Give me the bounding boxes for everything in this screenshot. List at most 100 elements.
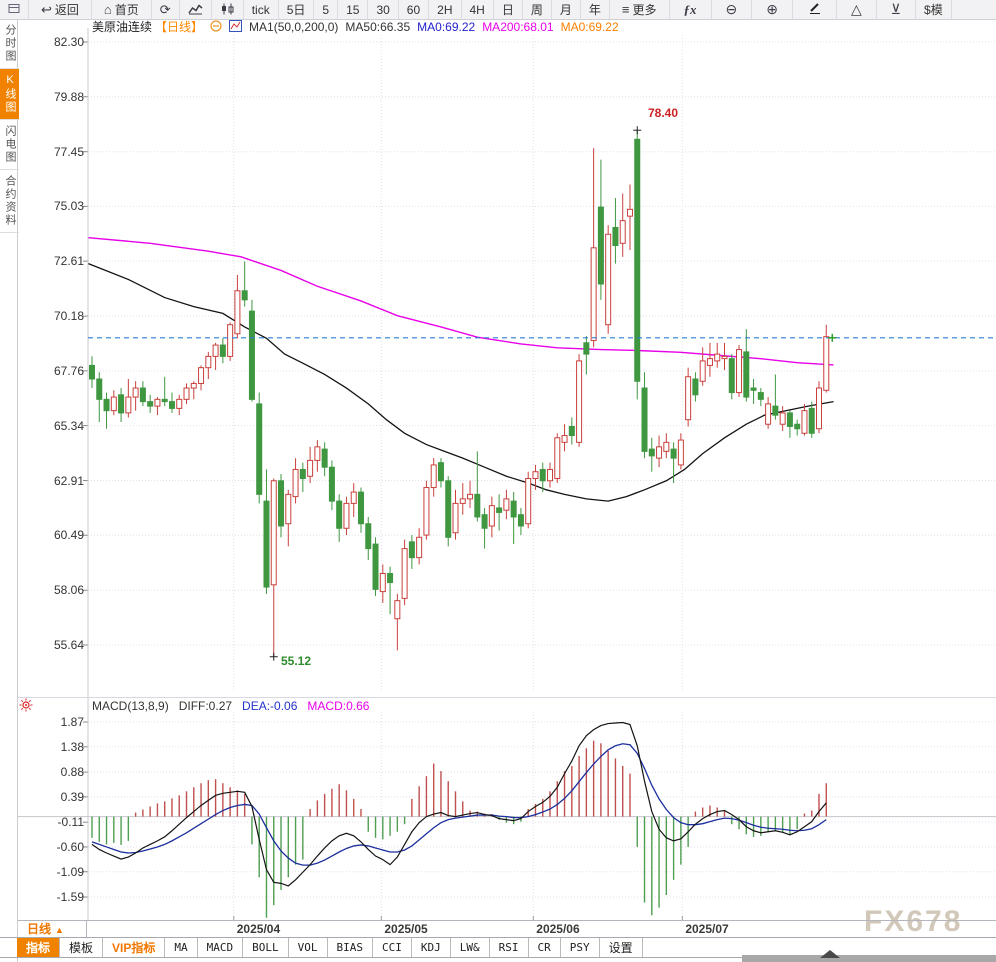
- macd-tick-label: -0.60: [56, 839, 84, 854]
- toolbar-item-draw[interactable]: [793, 0, 837, 19]
- zoom-out-icon: ⊖: [725, 1, 738, 17]
- collapse-circle-icon[interactable]: [210, 20, 222, 33]
- toolbar-item-back[interactable]: ↩ 返回: [29, 0, 92, 19]
- macd-title: MACD(13,8,9): [92, 699, 169, 713]
- price-tick-label: 77.45: [53, 144, 84, 159]
- period-selector-label: 日线: [27, 922, 52, 936]
- toolbar-item-daily[interactable]: 日: [494, 0, 523, 19]
- indicator-settings-sun-icon[interactable]: [19, 698, 33, 717]
- macd-tick-label: 0.88: [60, 765, 84, 780]
- expand-panel-arrow[interactable]: [820, 950, 840, 958]
- sidebar-tab-lightning[interactable]: 闪电图: [0, 120, 19, 170]
- toolbar-item-h2[interactable]: 2H: [429, 0, 462, 19]
- indicator-tab-CCI[interactable]: CCI: [373, 938, 412, 957]
- toolbar-item-check-v[interactable]: ⊻: [877, 0, 917, 19]
- symbol-name: 美原油连续: [92, 20, 153, 34]
- x-axis-month-label: 2025/07: [685, 922, 729, 936]
- toolbar-item-min5[interactable]: 5: [314, 0, 339, 19]
- macd-tick-label: -0.11: [57, 815, 84, 830]
- x-axis-month-label: 2025/05: [384, 922, 428, 936]
- indicator-tab-VIP指标[interactable]: VIP指标: [103, 938, 166, 957]
- toolbar-item-label: 4H: [469, 2, 485, 17]
- fx-icon: ƒx: [683, 2, 697, 17]
- toolbar-item-tick[interactable]: tick: [244, 0, 279, 19]
- menu-icon: ≡: [621, 2, 630, 17]
- panel-icon: [8, 3, 20, 16]
- toolbar-item-home[interactable]: ⌂ 首页: [92, 0, 152, 19]
- x-axis-month-label: 2025/06: [536, 922, 580, 936]
- sidebar-tab-time-share[interactable]: 分时图: [0, 19, 19, 69]
- high-annotation: 78.40: [648, 106, 679, 120]
- toolbar-item-min60[interactable]: 60: [399, 0, 430, 19]
- toolbar-item-sim-trade[interactable]: $模: [916, 0, 952, 19]
- fx678-watermark: FX678: [864, 905, 963, 938]
- indicator-tab-KDJ[interactable]: KDJ: [412, 938, 451, 957]
- toolbar-item-zoom-in[interactable]: ⊕: [752, 0, 793, 19]
- indicator-tab-PSY[interactable]: PSY: [561, 938, 600, 957]
- sidebar-tab-kline[interactable]: K线图: [0, 69, 19, 120]
- indicator-tab-BIAS[interactable]: BIAS: [328, 938, 373, 957]
- macd-tick-label: 1.87: [60, 715, 84, 730]
- toolbar-item-label: 5日: [286, 3, 306, 17]
- indicator-tab-模板[interactable]: 模板: [60, 938, 104, 957]
- toolbar-item-label: 30: [376, 2, 390, 17]
- bottom-scrollbar[interactable]: [742, 955, 996, 962]
- triangle-up-icon: △: [850, 1, 862, 17]
- price-tick-label: 79.88: [53, 89, 84, 104]
- toolbar-item-5day[interactable]: 5日: [279, 0, 315, 19]
- price-tick-label: 82.30: [53, 35, 84, 49]
- indicator-tab-CR[interactable]: CR: [529, 938, 561, 957]
- zoom-in-icon: ⊕: [766, 1, 778, 17]
- triangle-up-icon: ▲: [55, 925, 64, 935]
- macd-header: MACD(13,8,9) DIFF:0.27 DEA:-0.06 MACD:0.…: [92, 699, 369, 713]
- toolbar-item-label: 2H: [437, 2, 453, 17]
- macd-dea-value: DEA:-0.06: [242, 699, 298, 713]
- ma0-blue-value: MA0:69.22: [417, 19, 476, 34]
- indicator-tab-MACD[interactable]: MACD: [198, 938, 244, 957]
- price-tick-label: 65.34: [53, 418, 84, 433]
- toolbar-item-label: 月: [559, 3, 572, 17]
- indicator-tab-指标[interactable]: 指标: [17, 938, 61, 957]
- sidebar-tab-contract-info[interactable]: 合约资料: [0, 170, 19, 233]
- indicator-tab-设置[interactable]: 设置: [600, 938, 643, 957]
- panel-separator: [17, 697, 996, 698]
- toolbar-item-monthly[interactable]: 月: [552, 0, 581, 19]
- price-tick-label: 67.76: [53, 363, 84, 378]
- toolbar-item-label: 周: [530, 3, 543, 17]
- indicator-tabbar: 指标 模板 VIP指标 MA MACD BOLL VOL BIAS CCI KDJ LW& RSI CR…: [0, 937, 996, 958]
- toolbar-item-label: 15: [346, 2, 360, 17]
- toolbar-item-label: 首页: [114, 3, 139, 17]
- toolbar-item-more[interactable]: ≡ 更多: [610, 0, 670, 19]
- toolbar-item-h4[interactable]: 4H: [462, 0, 494, 19]
- toolbar-item-label: 60: [406, 2, 421, 17]
- toolbar-item-candle-chart[interactable]: [212, 0, 244, 19]
- x-axis-month-label: 2025/04: [236, 922, 281, 936]
- indicator-tab-MA[interactable]: MA: [165, 938, 198, 957]
- toolbar-item-line-chart[interactable]: [180, 0, 212, 19]
- indicator-tab-VOL[interactable]: VOL: [289, 938, 328, 957]
- toolbar-item-triangle-up[interactable]: △: [837, 0, 877, 19]
- home-icon: ⌂: [103, 2, 112, 17]
- price-tick-label: 62.91: [53, 473, 84, 488]
- macd-tick-label: 1.38: [60, 739, 84, 754]
- mini-chart-icon[interactable]: [229, 20, 243, 33]
- toolbar-item-weekly[interactable]: 周: [523, 0, 552, 19]
- indicator-tab-LW&[interactable]: LW&: [451, 938, 490, 957]
- period-tag: 【日线】: [155, 20, 204, 34]
- indicator-tab-BOLL[interactable]: BOLL: [243, 938, 289, 957]
- toolbar-item-yearly[interactable]: 年: [581, 0, 610, 19]
- toolbar-item-formula[interactable]: ƒx: [670, 0, 712, 19]
- toolbar-item-zoom-out[interactable]: ⊖: [712, 0, 753, 19]
- toolbar-item-panel[interactable]: [0, 0, 29, 19]
- indicator-tab-RSI[interactable]: RSI: [490, 938, 529, 957]
- toolbar-item-min15[interactable]: 15: [338, 0, 369, 19]
- price-tick-label: 58.06: [53, 583, 84, 598]
- toolbar-item-label: $模: [924, 3, 943, 17]
- toolbar-item-refresh[interactable]: ⟳: [152, 0, 180, 19]
- toolbar-item-min30[interactable]: 30: [368, 0, 399, 19]
- price-tick-label: 55.64: [53, 637, 84, 652]
- ma200-value: MA200:68.01: [482, 19, 554, 34]
- price-tick-label: 72.61: [53, 254, 84, 269]
- period-selector[interactable]: 日线 ▲: [17, 921, 87, 937]
